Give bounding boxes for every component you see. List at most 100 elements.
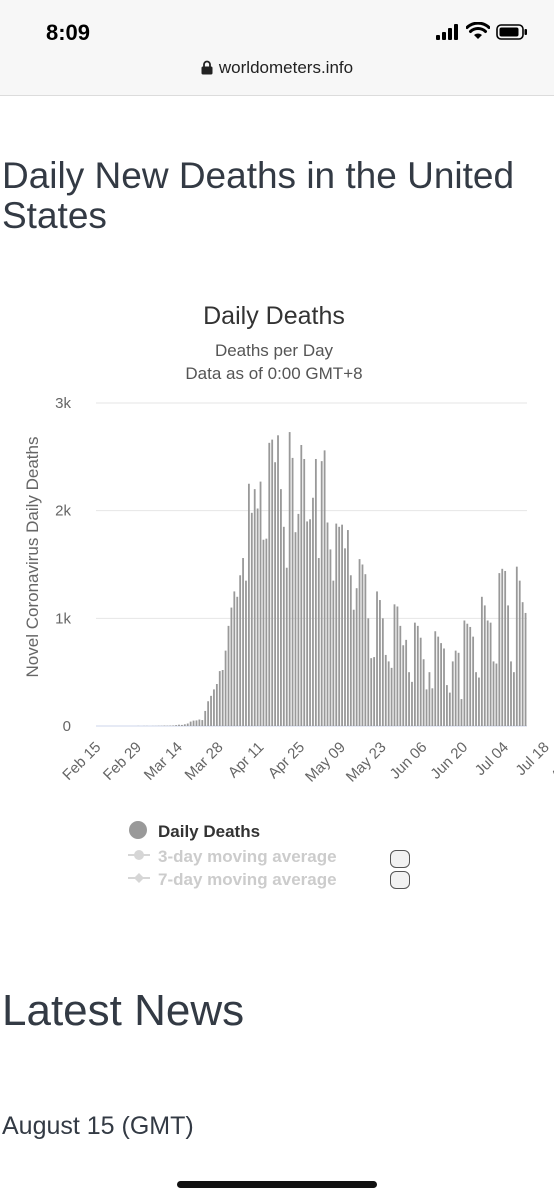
daily-deaths-bar[interactable] <box>218 671 221 726</box>
daily-deaths-bar[interactable] <box>515 566 518 726</box>
daily-deaths-bar[interactable] <box>518 580 521 726</box>
daily-deaths-bar[interactable] <box>408 672 410 726</box>
daily-deaths-bar[interactable] <box>347 530 349 726</box>
daily-deaths-bar[interactable] <box>253 489 256 726</box>
daily-deaths-bar[interactable] <box>507 605 509 726</box>
daily-deaths-bar[interactable] <box>524 612 527 726</box>
daily-deaths-bar[interactable] <box>224 650 227 726</box>
daily-deaths-bar[interactable] <box>344 548 346 726</box>
daily-deaths-bar[interactable] <box>326 522 329 726</box>
daily-deaths-bar[interactable] <box>300 444 303 726</box>
daily-deaths-bar[interactable] <box>317 558 320 726</box>
daily-deaths-bar[interactable] <box>448 692 451 726</box>
daily-deaths-bar[interactable] <box>446 685 448 726</box>
daily-deaths-bar[interactable] <box>373 657 376 726</box>
daily-deaths-bar[interactable] <box>259 481 262 726</box>
daily-deaths-bar[interactable] <box>265 538 268 726</box>
daily-deaths-bar[interactable] <box>242 558 244 726</box>
daily-deaths-bar[interactable] <box>198 719 201 726</box>
daily-deaths-bar[interactable] <box>186 723 189 726</box>
daily-deaths-bar[interactable] <box>178 724 180 726</box>
daily-deaths-bar[interactable] <box>306 521 309 726</box>
daily-deaths-bar[interactable] <box>245 580 247 726</box>
daily-deaths-bar[interactable] <box>489 622 492 726</box>
daily-deaths-bar[interactable] <box>181 724 183 726</box>
daily-deaths-bar[interactable] <box>405 639 408 726</box>
daily-deaths-bar[interactable] <box>312 497 314 726</box>
daily-deaths-bar[interactable] <box>303 458 306 726</box>
daily-deaths-bar[interactable] <box>411 681 413 726</box>
daily-deaths-bar[interactable] <box>504 570 507 726</box>
toggle-7day-average[interactable] <box>390 871 410 889</box>
daily-deaths-bar[interactable] <box>440 643 442 726</box>
daily-deaths-bar[interactable] <box>271 439 274 726</box>
daily-deaths-bar[interactable] <box>443 648 445 726</box>
daily-deaths-bar[interactable] <box>413 622 416 726</box>
daily-deaths-bar[interactable] <box>221 670 224 726</box>
daily-deaths-bar[interactable] <box>437 636 440 726</box>
daily-deaths-bar[interactable] <box>274 462 277 726</box>
daily-deaths-bar[interactable] <box>230 607 233 726</box>
daily-deaths-bar[interactable] <box>256 508 259 726</box>
daily-deaths-bar[interactable] <box>387 661 390 726</box>
daily-deaths-bar[interactable] <box>390 667 393 726</box>
daily-deaths-bar[interactable] <box>451 661 454 726</box>
daily-deaths-bar[interactable] <box>367 618 370 726</box>
daily-deaths-bar[interactable] <box>172 725 175 726</box>
daily-deaths-bar[interactable] <box>329 549 332 726</box>
daily-deaths-bar[interactable] <box>309 519 311 726</box>
daily-deaths-bar[interactable] <box>402 645 405 726</box>
daily-deaths-bar[interactable] <box>428 672 431 726</box>
daily-deaths-bar[interactable] <box>320 461 323 726</box>
daily-deaths-bar[interactable] <box>349 575 352 726</box>
daily-deaths-bar[interactable] <box>213 689 215 726</box>
daily-deaths-bar[interactable] <box>510 661 512 726</box>
daily-deaths-bar[interactable] <box>210 695 212 726</box>
daily-deaths-bar[interactable] <box>352 609 355 726</box>
daily-deaths-bar[interactable] <box>498 573 501 726</box>
daily-deaths-bar[interactable] <box>475 672 477 726</box>
daily-deaths-bar[interactable] <box>483 605 486 726</box>
daily-deaths-bar[interactable] <box>239 575 242 726</box>
daily-deaths-bar[interactable] <box>434 631 437 726</box>
daily-deaths-bar[interactable] <box>457 652 460 726</box>
daily-deaths-bar[interactable] <box>282 526 285 726</box>
daily-deaths-bar[interactable] <box>280 489 282 726</box>
daily-deaths-bar[interactable] <box>332 580 335 726</box>
daily-deaths-bar[interactable] <box>478 677 480 726</box>
daily-deaths-bar[interactable] <box>236 596 239 726</box>
news-date[interactable]: August 15 (GMT) <box>2 1112 194 1140</box>
daily-deaths-bar[interactable] <box>480 596 483 726</box>
daily-deaths-bar[interactable] <box>285 567 288 726</box>
daily-deaths-bar[interactable] <box>463 620 466 726</box>
daily-deaths-bar[interactable] <box>393 604 396 726</box>
daily-deaths-bar[interactable] <box>355 588 358 726</box>
daily-deaths-bar[interactable] <box>454 650 457 726</box>
toggle-3day-average[interactable] <box>390 850 410 868</box>
daily-deaths-bar[interactable] <box>338 526 341 726</box>
daily-deaths-bar[interactable] <box>323 450 326 726</box>
daily-deaths-bar[interactable] <box>215 684 218 726</box>
daily-deaths-bar[interactable] <box>262 539 265 726</box>
daily-deaths-bar[interactable] <box>384 654 387 726</box>
daily-deaths-bar[interactable] <box>277 435 279 726</box>
daily-deaths-bar[interactable] <box>268 442 271 726</box>
daily-deaths-bar[interactable] <box>425 689 428 726</box>
daily-deaths-bar[interactable] <box>291 457 294 726</box>
daily-deaths-bar[interactable] <box>512 672 515 726</box>
daily-deaths-bar[interactable] <box>335 523 338 726</box>
daily-deaths-bar[interactable] <box>247 483 250 726</box>
daily-deaths-bar[interactable] <box>370 658 373 726</box>
daily-deaths-bar[interactable] <box>358 559 361 726</box>
daily-deaths-bar[interactable] <box>201 720 204 726</box>
daily-deaths-bar[interactable] <box>472 636 475 726</box>
daily-deaths-bar[interactable] <box>521 602 524 726</box>
daily-deaths-bar[interactable] <box>189 721 192 726</box>
daily-deaths-bar[interactable] <box>361 564 364 727</box>
daily-deaths-bar[interactable] <box>469 626 472 726</box>
daily-deaths-bar[interactable] <box>288 432 291 726</box>
daily-deaths-bar[interactable] <box>381 618 384 726</box>
daily-deaths-bar[interactable] <box>314 458 317 726</box>
daily-deaths-bar[interactable] <box>460 699 463 726</box>
home-indicator[interactable] <box>177 1181 377 1188</box>
